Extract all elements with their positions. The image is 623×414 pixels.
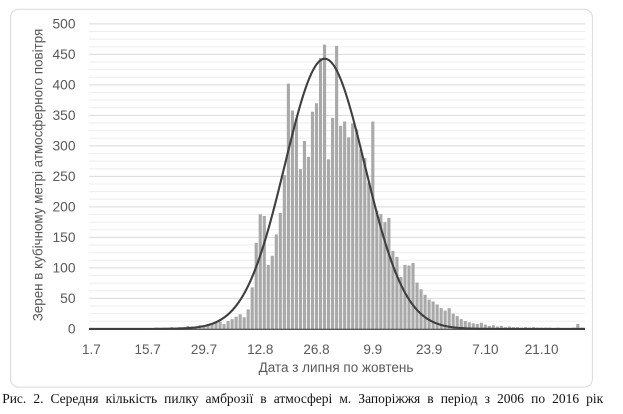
svg-text:9.9: 9.9 xyxy=(363,342,382,357)
svg-text:400: 400 xyxy=(52,78,75,93)
svg-text:21.10: 21.10 xyxy=(525,342,559,357)
svg-text:200: 200 xyxy=(52,200,75,215)
svg-text:100: 100 xyxy=(52,261,75,276)
svg-text:15.7: 15.7 xyxy=(135,342,161,357)
svg-text:0: 0 xyxy=(68,322,76,337)
svg-text:500: 500 xyxy=(52,17,75,32)
svg-text:29.7: 29.7 xyxy=(191,342,217,357)
svg-text:450: 450 xyxy=(52,47,75,62)
svg-text:12.8: 12.8 xyxy=(247,342,273,357)
svg-text:50: 50 xyxy=(60,291,76,306)
svg-text:Зерен в кубічному метрі атмосф: Зерен в кубічному метрі атмосферного пов… xyxy=(31,29,46,322)
svg-text:7.10: 7.10 xyxy=(472,342,498,357)
svg-text:250: 250 xyxy=(52,169,75,184)
svg-text:26.8: 26.8 xyxy=(303,342,329,357)
svg-text:350: 350 xyxy=(52,108,75,123)
svg-text:23.9: 23.9 xyxy=(416,342,442,357)
svg-text:1.7: 1.7 xyxy=(82,342,101,357)
svg-text:150: 150 xyxy=(52,230,75,245)
svg-text:300: 300 xyxy=(52,139,75,154)
svg-text:Дата з липня по жовтень: Дата з липня по жовтень xyxy=(259,360,414,375)
